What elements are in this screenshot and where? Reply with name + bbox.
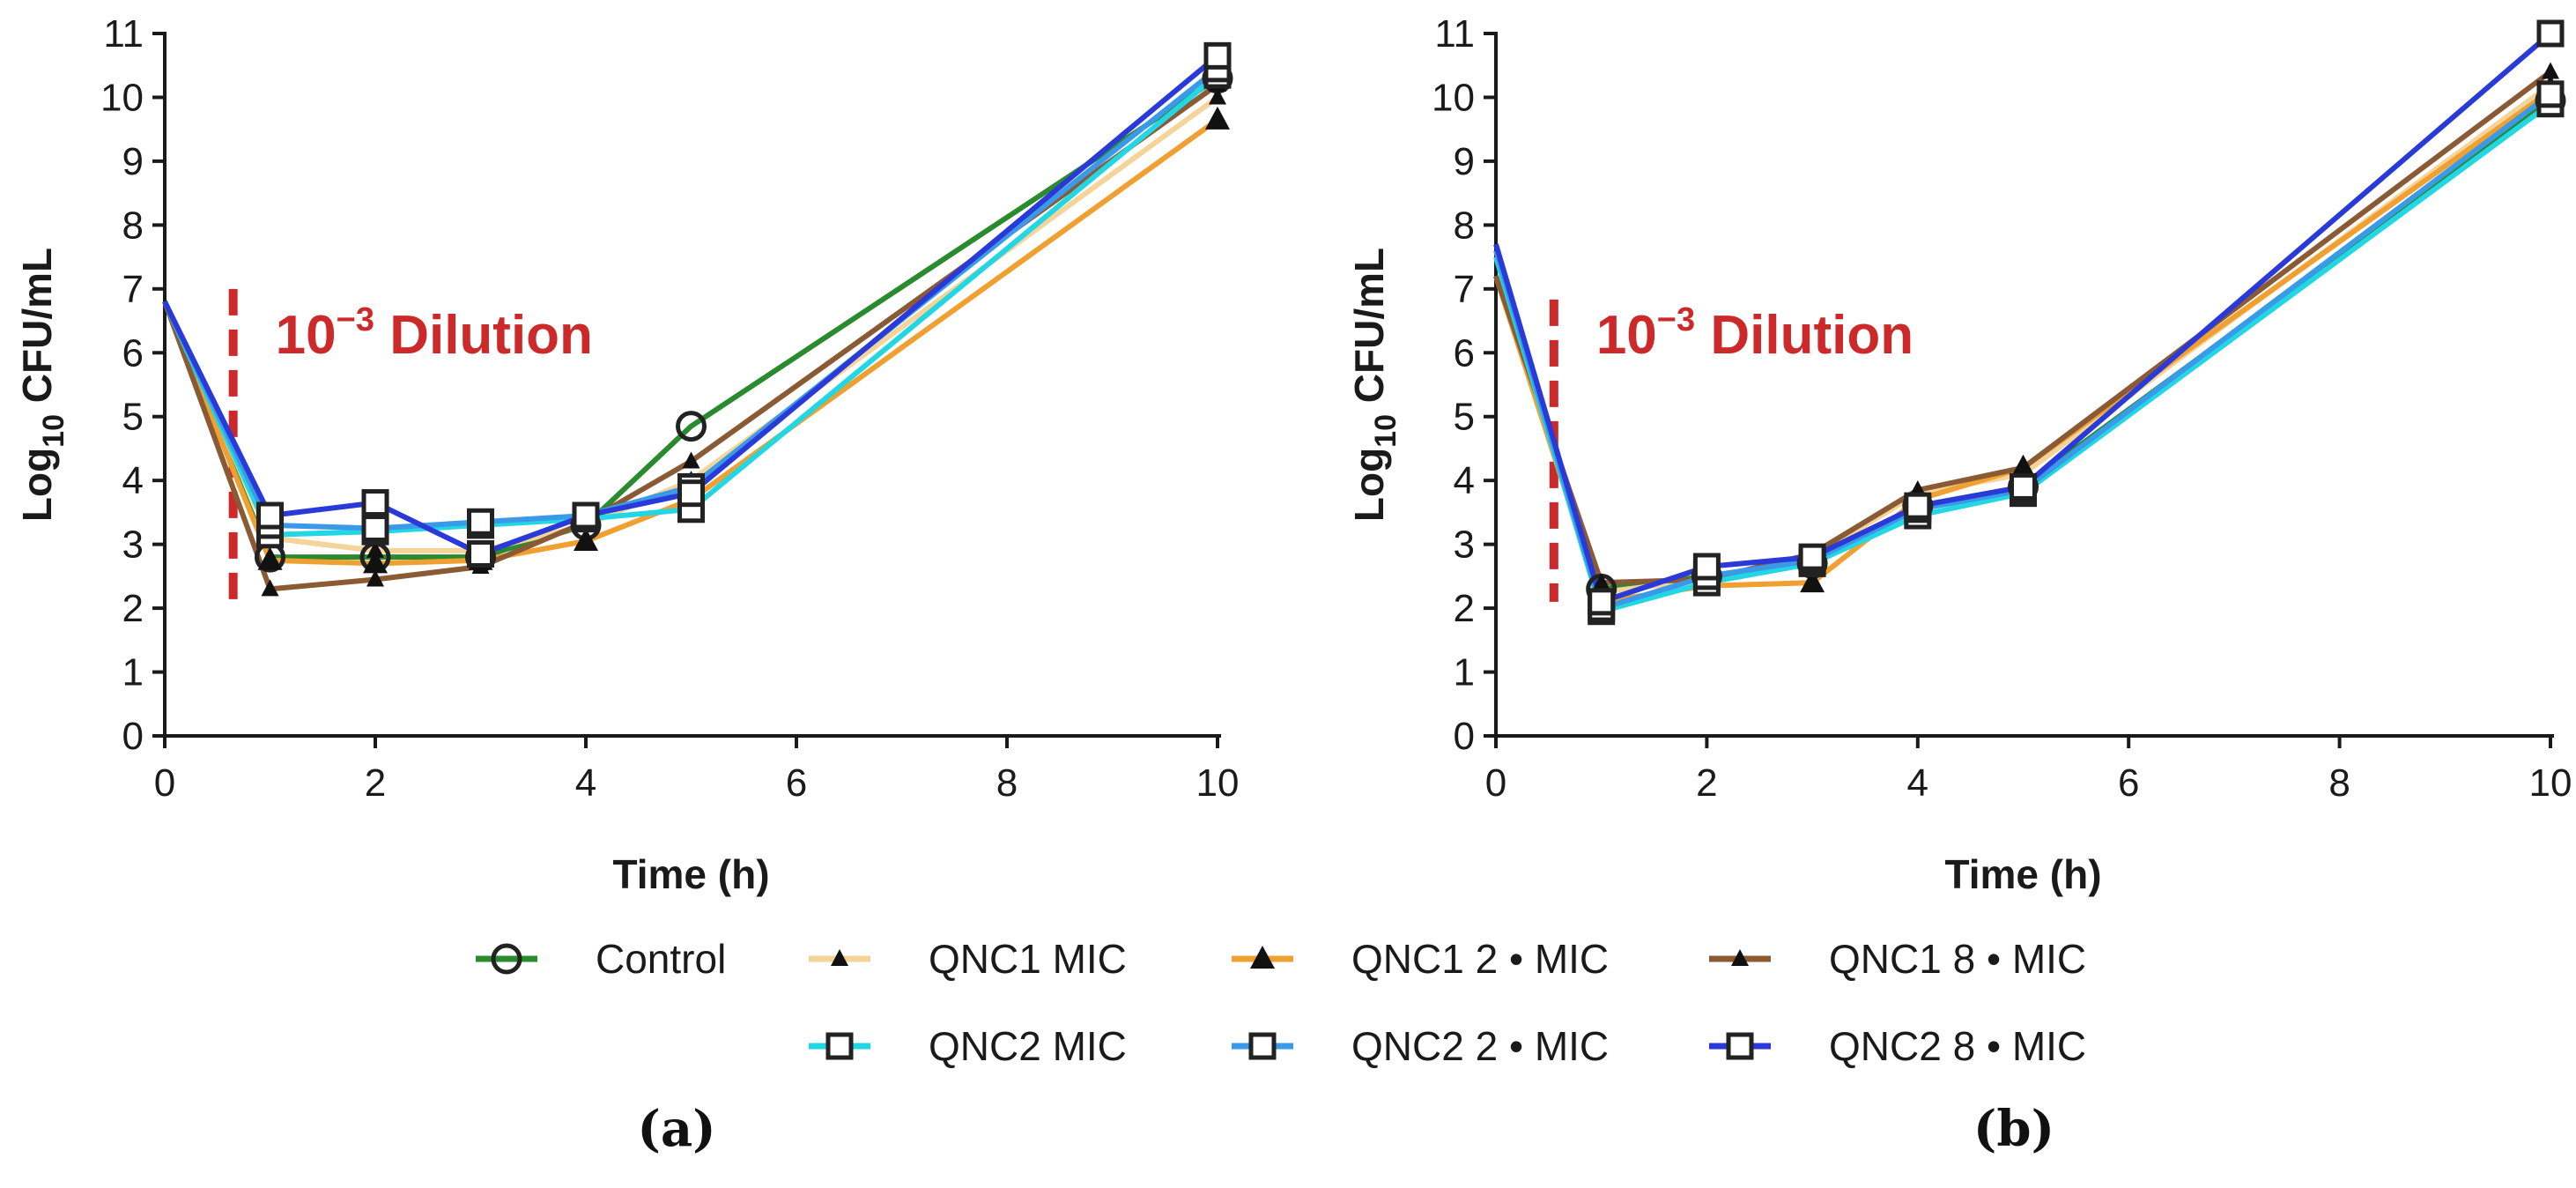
data-point — [1904, 492, 1932, 520]
y-tick-label: 11 — [1434, 12, 1475, 56]
legend-label: QNC1 8 • MIC — [1829, 936, 2086, 982]
y-tick-label: 1 — [122, 651, 144, 694]
data-point — [1592, 573, 1610, 590]
y-tick-label: 4 — [122, 459, 144, 502]
data-point — [1798, 543, 1826, 571]
data-point — [361, 489, 389, 517]
dilution-annotation: 10−3 Dilution — [276, 301, 593, 366]
y-tick-label: 7 — [122, 268, 144, 311]
y-tick-label: 2 — [122, 587, 144, 630]
panel-b: 0 1 2 3 4 5 6 7 8 9 10 11 0 2 4 6 8 10 Time (h) Log10 CFU/m… — [1346, 12, 2572, 897]
data-point — [676, 411, 707, 442]
legend-item: QNC1 8 • MIC — [1709, 936, 2086, 982]
data-point — [256, 501, 284, 530]
x-tick-label: 8 — [996, 761, 1018, 805]
data-point — [2536, 19, 2565, 48]
legend-item: QNC1 2 • MIC — [1232, 936, 1609, 982]
x-tick-label: 10 — [1196, 761, 1240, 805]
legend-marker — [831, 949, 848, 966]
y-tick-label: 4 — [1454, 459, 1475, 502]
legend-marker — [1726, 1032, 1754, 1060]
x-axis-title: Time (h) — [612, 851, 769, 897]
legend-label: QNC2 MIC — [929, 1023, 1127, 1069]
data-point — [1203, 41, 1232, 70]
legend-label: QNC2 8 • MIC — [1829, 1023, 2086, 1069]
legend: Control QNC1 MIC QNC1 2 • MIC QNC1 8 • MIC Q… — [476, 936, 2086, 1069]
panel-label-b: (b) — [1973, 1100, 2054, 1158]
y-tick-label: 0 — [122, 715, 144, 758]
y-tick-label: 9 — [122, 140, 144, 183]
data-point — [366, 569, 384, 587]
legend-item: QNC1 MIC — [809, 936, 1127, 982]
y-tick-label: 3 — [1454, 523, 1475, 567]
data-point — [467, 508, 494, 536]
y-axis-title: Log10 CFU/mL — [14, 248, 70, 522]
x-tick-label: 10 — [2529, 761, 2572, 805]
data-point — [467, 540, 494, 568]
data-point — [257, 546, 283, 570]
x-tick-label: 0 — [1485, 761, 1506, 805]
y-tick-label: 0 — [1454, 715, 1475, 758]
x-tick-label: 6 — [2118, 761, 2139, 805]
data-point — [677, 479, 705, 508]
y-tick-label: 8 — [122, 204, 144, 247]
y-tick-label: 9 — [1454, 140, 1475, 183]
x-axis-title: Time (h) — [1944, 851, 2101, 897]
y-tick-label: 6 — [1454, 331, 1475, 375]
x-tick-label: 8 — [2328, 761, 2350, 805]
y-tick-label: 5 — [122, 396, 144, 439]
data-point — [366, 540, 384, 558]
legend-label: QNC1 2 • MIC — [1351, 936, 1609, 982]
data-point — [1209, 87, 1226, 105]
y-tick-label: 10 — [100, 76, 144, 119]
legend-item: Control — [476, 936, 726, 982]
x-tick-label: 6 — [786, 761, 807, 805]
data-point — [2536, 80, 2565, 108]
y-tick-label: 8 — [1454, 204, 1475, 247]
legend-marker — [1248, 1032, 1277, 1060]
data-point — [2014, 457, 2032, 475]
x-tick-label: 4 — [1907, 761, 1928, 805]
data-point — [1800, 569, 1825, 593]
y-tick-label: 10 — [1432, 76, 1475, 119]
y-axis-title: Log10 CFU/mL — [1346, 248, 1403, 522]
y-tick-label: 2 — [1454, 587, 1475, 630]
data-point — [363, 550, 388, 574]
y-tick-label: 1 — [1454, 651, 1475, 694]
data-point — [1692, 553, 1721, 581]
panel-label-a: (a) — [637, 1100, 715, 1158]
legend-item: QNC2 2 • MIC — [1232, 1023, 1609, 1069]
data-point — [682, 451, 700, 469]
legend-label: QNC1 MIC — [929, 936, 1127, 982]
legend-item: QNC2 MIC — [809, 1023, 1127, 1069]
x-tick-label: 2 — [1696, 761, 1717, 805]
y-tick-label: 3 — [122, 523, 144, 567]
x-tick-label: 2 — [365, 761, 386, 805]
legend-label: Control — [596, 936, 726, 982]
data-point — [361, 515, 389, 543]
y-tick-label: 6 — [122, 331, 144, 375]
data-point — [261, 579, 279, 597]
x-tick-label: 0 — [154, 761, 175, 805]
y-tick-label: 11 — [103, 12, 144, 56]
y-tick-label: 7 — [1454, 268, 1475, 311]
x-tick-label: 4 — [575, 761, 596, 805]
legend-item: QNC2 8 • MIC — [1709, 1023, 2086, 1069]
data-point — [1205, 106, 1230, 130]
dilution-annotation: 10−3 Dilution — [1596, 301, 1913, 366]
legend-marker — [491, 943, 522, 975]
legend-marker — [825, 1032, 854, 1060]
data-point — [1588, 588, 1616, 616]
y-tick-label: 5 — [1454, 396, 1475, 439]
legend-marker — [1731, 949, 1749, 966]
legend-label: QNC2 2 • MIC — [1351, 1023, 1609, 1069]
panel-a: 0 1 2 3 4 5 6 7 8 9 10 11 0 2 4 6 8 10 Time (h) Log10 CFU/m… — [14, 12, 1239, 897]
data-point — [2010, 472, 2037, 501]
legend-marker — [1250, 946, 1275, 969]
data-point — [2542, 62, 2559, 79]
data-point — [574, 528, 598, 552]
data-point — [572, 501, 600, 530]
